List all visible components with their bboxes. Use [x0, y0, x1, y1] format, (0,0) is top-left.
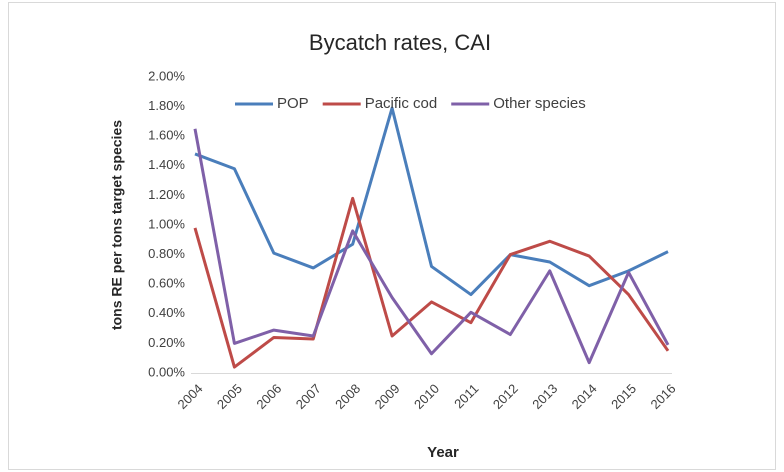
y-tick-label: 0.00% [148, 364, 185, 379]
chart-frame [8, 2, 776, 470]
y-tick-label: 1.60% [148, 128, 185, 143]
legend-label: Other species [493, 95, 586, 112]
series-line [194, 106, 669, 297]
y-tick-label: 0.40% [148, 305, 185, 320]
chart-title: Bycatch rates, CAI [309, 30, 491, 55]
y-tick-label: 1.20% [148, 187, 185, 202]
y-axis-label: tons RE per tons target species [109, 120, 125, 330]
series-line [193, 128, 670, 365]
x-axis-label: Year [427, 444, 459, 461]
y-tick-label: 0.60% [148, 276, 185, 291]
y-tick-label: 2.00% [148, 68, 185, 83]
series-line [193, 196, 670, 369]
legend-label: Pacific cod [365, 95, 438, 112]
y-tick-label: 0.20% [148, 335, 185, 350]
y-tick-label: 1.00% [148, 216, 185, 231]
y-tick-label: 1.40% [148, 157, 185, 172]
legend-label: POP [277, 95, 309, 112]
y-tick-label: 0.80% [148, 246, 185, 261]
y-tick-label: 1.80% [148, 98, 185, 113]
